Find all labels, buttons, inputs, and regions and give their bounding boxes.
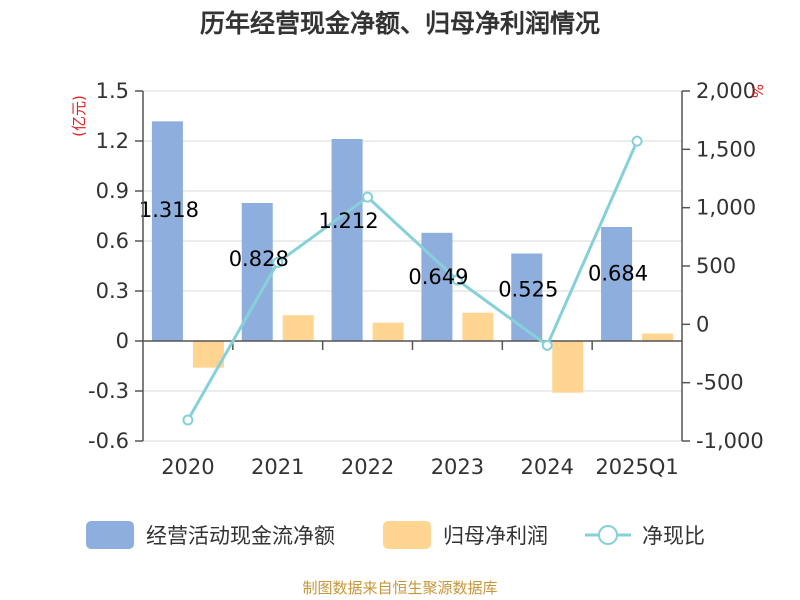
chart-title: 历年经营现金净额、归母净利润情况 [200,9,600,38]
bar-net-profit [462,312,494,341]
left-tick-label: 0.6 [96,229,129,253]
x-tick-label: 2024 [521,455,574,479]
left-axis-unit: (亿元) [70,95,88,137]
legend-swatch-operating-cash-flow [86,521,134,549]
line-point [631,135,643,147]
right-tick-label: 2,000 [696,79,756,103]
data-label: 0.525 [498,278,558,302]
legend-label-operating-cash-flow: 经营活动现金流净额 [146,524,335,548]
data-label: 0.649 [408,265,468,289]
right-tick-label: 500 [696,254,736,278]
bar-net-profit [372,322,404,341]
right-tick-label: 0 [696,312,709,336]
bar-net-profit [282,315,314,341]
right-tick-label: 1,500 [696,137,756,161]
bar-operating-cash-flow [151,121,183,341]
bar-net-profit [552,341,584,393]
legend-swatch-marker [598,525,618,545]
x-tick-label: 2025Q1 [595,455,678,479]
right-y-axis: -1,000 -500 0 500 1,000 1,500 2,000 [681,79,764,453]
left-tick-label: 0.3 [96,279,129,303]
source-note: 制图数据来自恒生聚源数据库 [302,579,497,597]
legend: 经营活动现金流净额 归母净利润 净现比 [86,521,705,549]
legend-label-net-cash-ratio: 净现比 [642,524,705,548]
data-labels-layer: 1.318 0.828 1.212 0.649 0.525 0.684 [139,198,648,301]
legend-swatch-net-profit [383,521,431,549]
line-net-cash-ratio [186,140,639,421]
left-tick-label: 0 [116,329,129,353]
left-tick-label: 0.9 [96,179,129,203]
data-label: 0.828 [229,247,289,271]
x-tick-label: 2021 [251,455,304,479]
line-point [541,339,553,351]
data-label: 0.684 [588,262,648,286]
left-tick-label: -0.3 [88,379,129,403]
right-axis-unit: % [748,84,766,98]
line-point [272,257,284,268]
data-label: 1.318 [139,198,199,222]
x-tick-label: 2020 [161,455,214,479]
bar-operating-cash-flow [601,227,633,341]
grid-lines [143,90,682,442]
right-tick-label: -500 [696,371,744,395]
left-tick-label: -0.6 [88,429,129,453]
line-layer [182,135,643,426]
x-tick-label: 2022 [341,455,394,479]
left-tick-label: 1.5 [96,79,129,103]
line-point [451,274,463,286]
data-label: 1.212 [319,209,379,233]
legend-label-net-profit: 归母净利润 [443,524,548,548]
bar-operating-cash-flow [331,139,363,341]
left-y-axis: -0.6 -0.3 0 0.3 0.6 0.9 1.2 1.5 [88,79,144,453]
x-axis: 2020 2021 2022 2023 2024 2025Q1 [161,455,679,479]
right-tick-label: -1,000 [696,429,764,453]
right-tick-label: 1,000 [696,196,756,220]
bar-operating-cash-flow [511,253,543,341]
left-tick-label: 1.2 [96,129,129,153]
bar-net-profit [642,333,674,341]
line-point [182,414,194,426]
line-point [362,191,374,203]
x-tick-label: 2023 [431,455,484,479]
